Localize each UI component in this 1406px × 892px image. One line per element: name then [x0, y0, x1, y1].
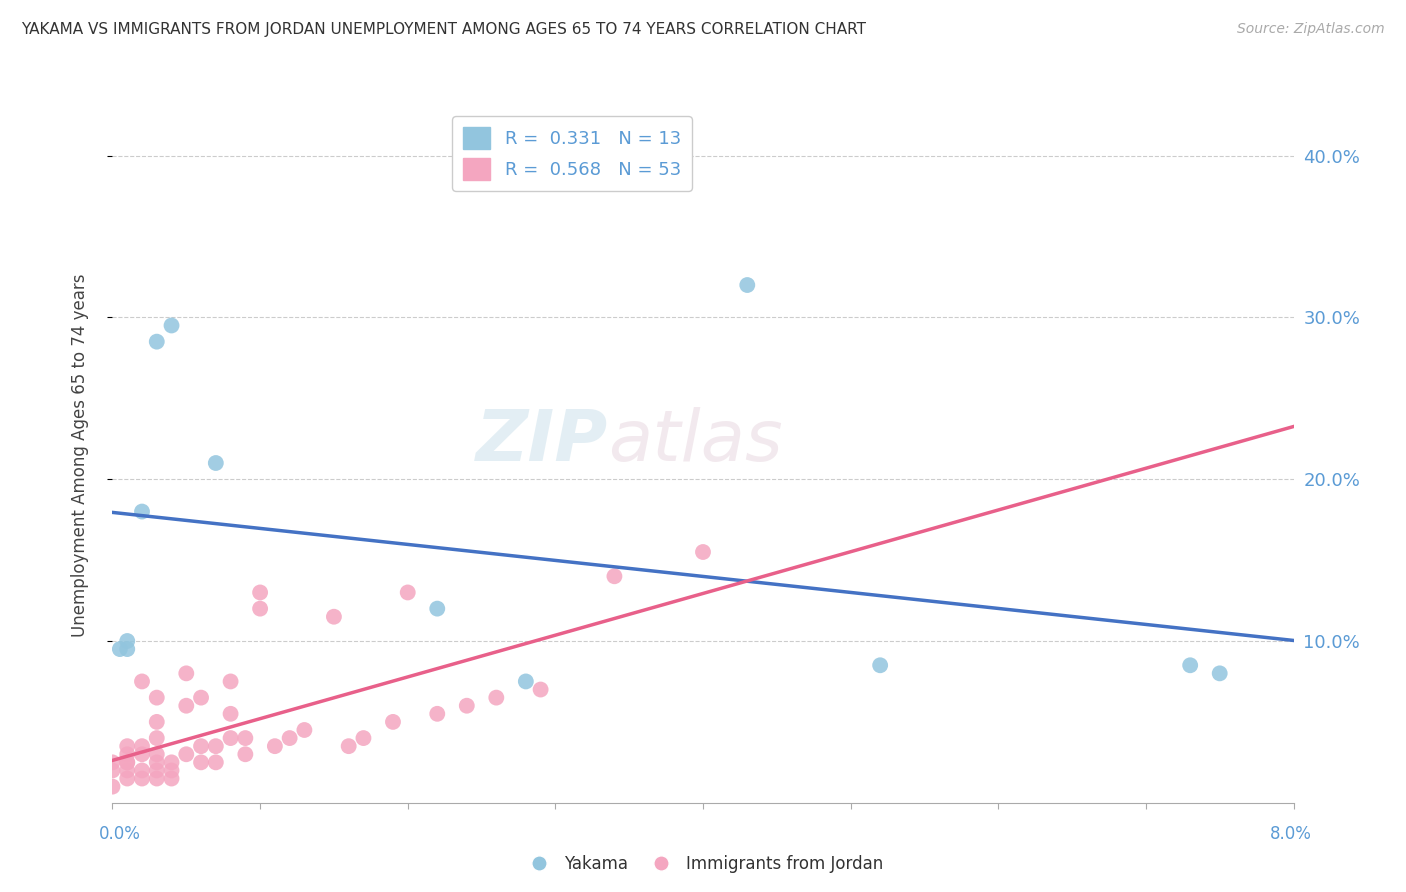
- Text: ZIP: ZIP: [477, 407, 609, 475]
- Point: [146, 690, 169, 705]
- Point: [146, 756, 169, 770]
- Point: [190, 739, 212, 754]
- Point: [117, 764, 138, 778]
- Point: [292, 723, 315, 737]
- Point: [160, 756, 183, 770]
- Point: [131, 739, 153, 754]
- Point: [131, 772, 153, 786]
- Point: [146, 772, 169, 786]
- Point: [219, 706, 242, 721]
- Y-axis label: Unemployment Among Ages 65 to 74 years: Unemployment Among Ages 65 to 74 years: [70, 273, 89, 637]
- Point: [205, 456, 228, 470]
- Point: [233, 747, 256, 762]
- Point: [101, 756, 124, 770]
- Point: [219, 674, 242, 689]
- Legend: Yakama, Immigrants from Jordan: Yakama, Immigrants from Jordan: [516, 848, 890, 880]
- Point: [146, 731, 169, 745]
- Point: [382, 714, 405, 729]
- Point: [396, 585, 419, 599]
- Point: [117, 642, 138, 657]
- Point: [603, 569, 626, 583]
- Point: [117, 739, 138, 754]
- Point: [692, 545, 714, 559]
- Point: [117, 747, 138, 762]
- Point: [737, 278, 759, 293]
- Point: [515, 674, 537, 689]
- Point: [146, 764, 169, 778]
- Text: 8.0%: 8.0%: [1270, 825, 1312, 843]
- Text: 0.0%: 0.0%: [98, 825, 141, 843]
- Point: [249, 601, 271, 615]
- Point: [352, 731, 374, 745]
- Text: atlas: atlas: [609, 407, 783, 475]
- Point: [233, 731, 256, 745]
- Point: [174, 747, 197, 762]
- Text: YAKAMA VS IMMIGRANTS FROM JORDAN UNEMPLOYMENT AMONG AGES 65 TO 74 YEARS CORRELAT: YAKAMA VS IMMIGRANTS FROM JORDAN UNEMPLO…: [21, 22, 866, 37]
- Point: [174, 698, 197, 713]
- Point: [131, 764, 153, 778]
- Point: [205, 756, 228, 770]
- Point: [323, 609, 346, 624]
- Point: [264, 739, 287, 754]
- Point: [869, 658, 891, 673]
- Text: Source: ZipAtlas.com: Source: ZipAtlas.com: [1237, 22, 1385, 37]
- Point: [160, 764, 183, 778]
- Point: [249, 585, 271, 599]
- Point: [108, 642, 131, 657]
- Point: [337, 739, 360, 754]
- Point: [190, 756, 212, 770]
- Point: [146, 714, 169, 729]
- Point: [117, 634, 138, 648]
- Point: [219, 731, 242, 745]
- Legend: R =  0.331   N = 13, R =  0.568   N = 53: R = 0.331 N = 13, R = 0.568 N = 53: [453, 116, 692, 191]
- Point: [1208, 666, 1232, 681]
- Point: [529, 682, 551, 697]
- Point: [278, 731, 301, 745]
- Point: [456, 698, 478, 713]
- Point: [205, 739, 228, 754]
- Point: [190, 690, 212, 705]
- Point: [101, 764, 124, 778]
- Point: [131, 747, 153, 762]
- Point: [174, 666, 197, 681]
- Point: [426, 706, 449, 721]
- Point: [426, 601, 449, 615]
- Point: [131, 504, 153, 518]
- Point: [146, 747, 169, 762]
- Point: [485, 690, 508, 705]
- Point: [101, 780, 124, 794]
- Point: [146, 334, 169, 349]
- Point: [131, 674, 153, 689]
- Point: [160, 772, 183, 786]
- Point: [160, 318, 183, 333]
- Point: [117, 756, 138, 770]
- Point: [1178, 658, 1201, 673]
- Point: [117, 772, 138, 786]
- Point: [117, 756, 138, 770]
